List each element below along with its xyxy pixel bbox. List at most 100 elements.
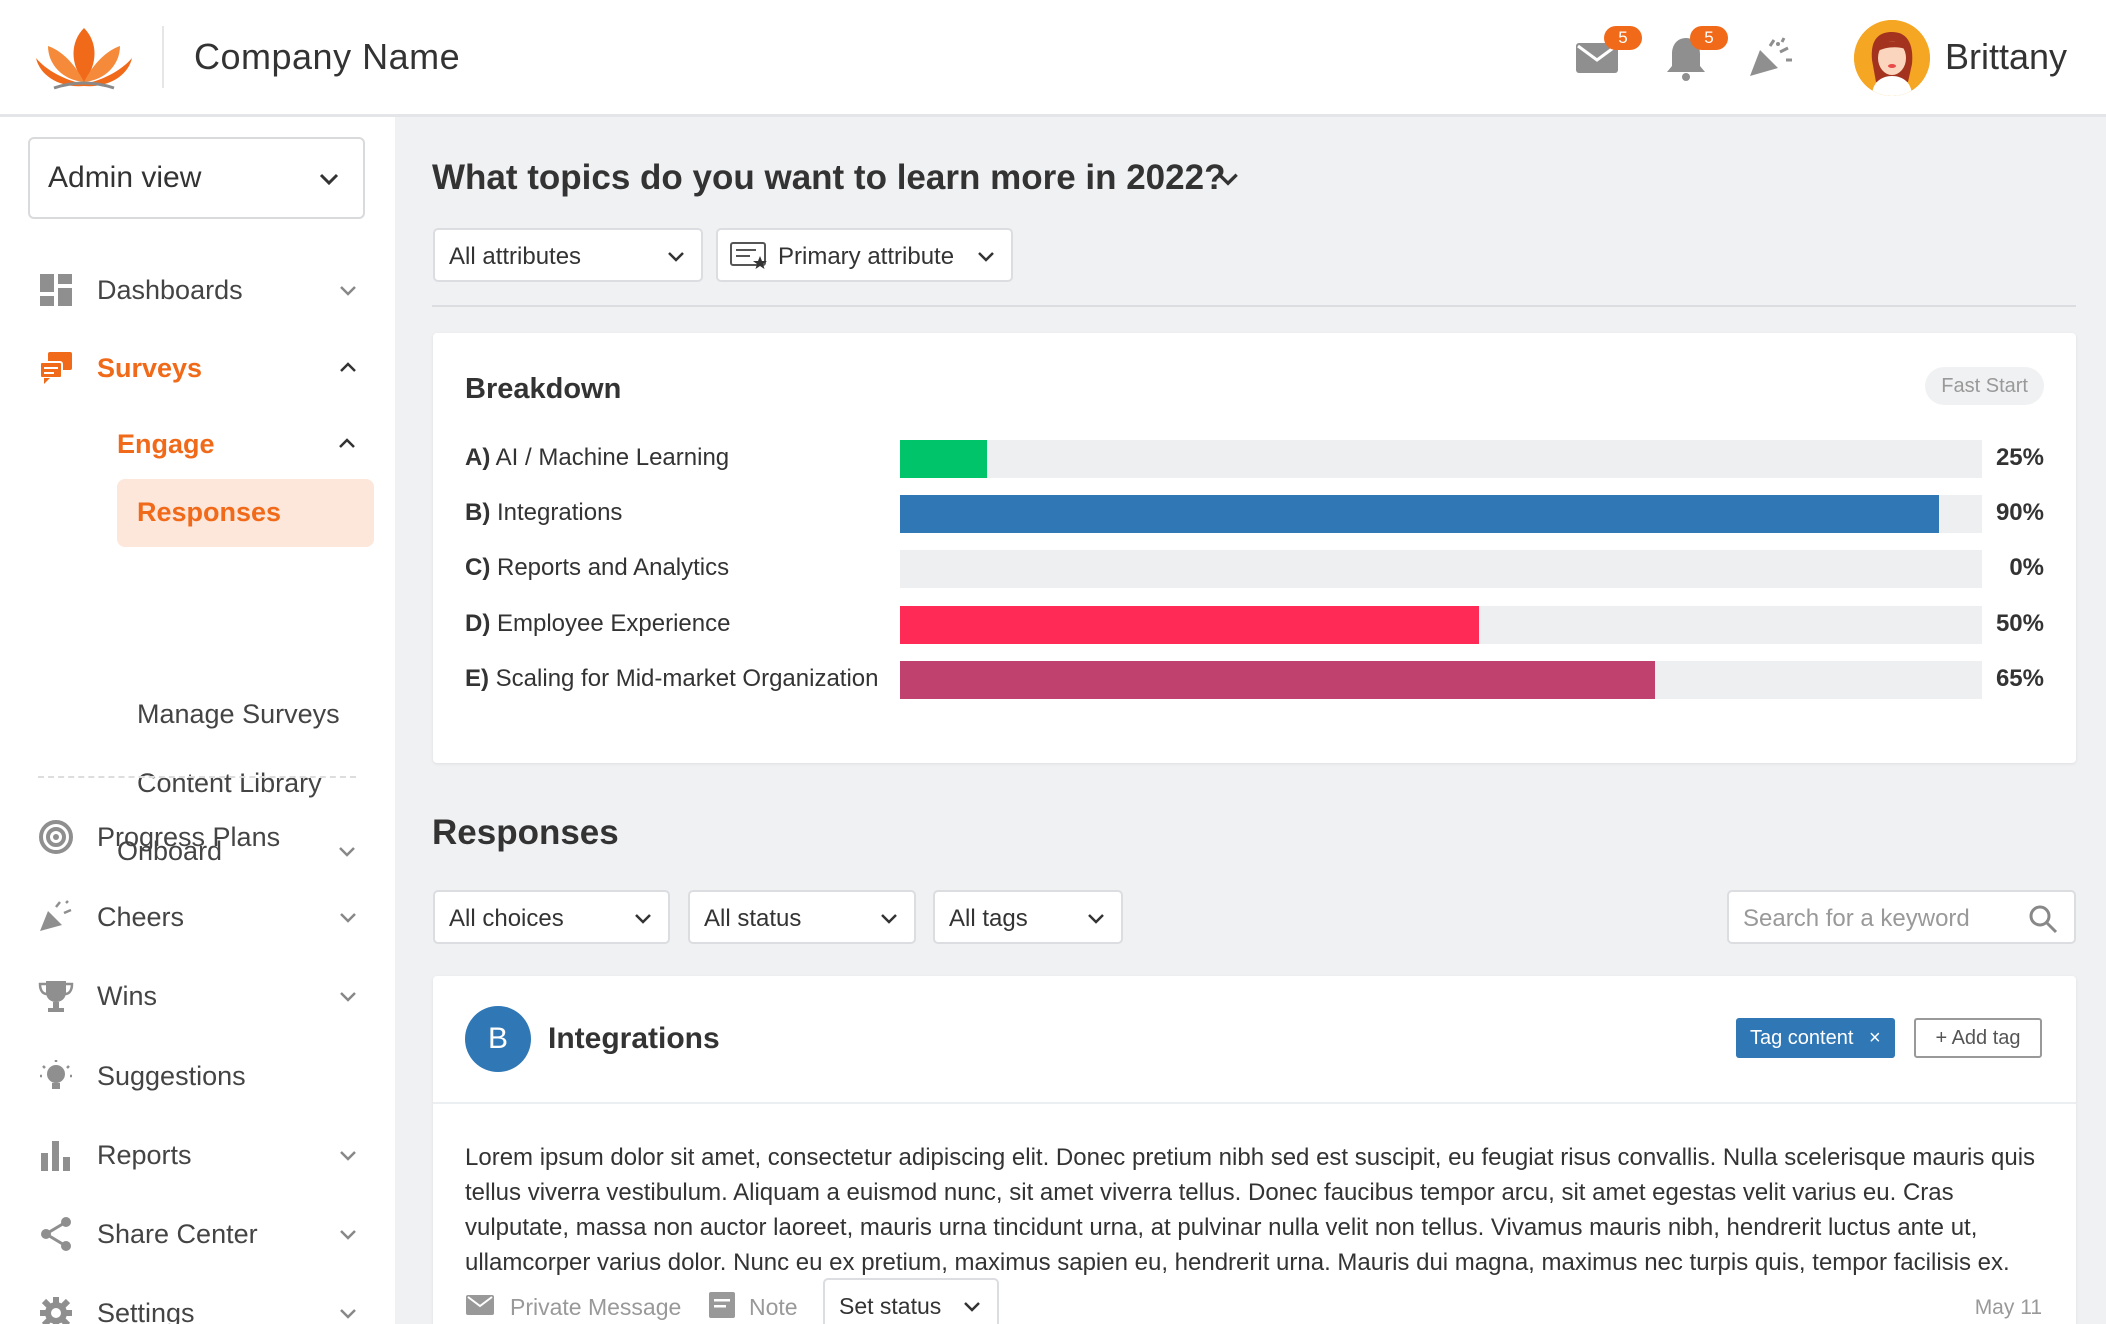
tag-chip-label: Tag content	[1750, 1027, 1854, 1049]
response-divider	[433, 1102, 2076, 1104]
response-card: B Integrations Tag content × + Add tag L…	[433, 976, 2076, 1324]
attributes-dropdown[interactable]: All attributes	[433, 228, 703, 282]
search-icon[interactable]	[2028, 904, 2058, 934]
party-popper-icon[interactable]	[1746, 34, 1794, 82]
dashboard-icon	[40, 274, 72, 306]
chevron-down-icon	[340, 913, 356, 923]
bar-value-label: 50%	[1995, 610, 2044, 637]
survey-icon	[39, 352, 72, 384]
sidebar-item-label: Cheers	[97, 902, 185, 932]
gear-icon	[40, 1297, 72, 1324]
sidebar-item-label: Surveys	[97, 353, 203, 383]
avatar[interactable]	[1854, 20, 1930, 96]
bar-label: D) Employee Experience	[465, 610, 731, 637]
bar	[900, 606, 1479, 644]
primary-attribute-dropdown[interactable]: Primary attribute	[716, 228, 1013, 282]
close-icon[interactable]: ×	[1868, 1027, 1881, 1049]
lightbulb-icon	[40, 1060, 72, 1089]
tags-dropdown[interactable]: All tags	[933, 890, 1123, 944]
chevron-down-icon	[668, 252, 684, 262]
sidebar-item-label: Reports	[97, 1140, 192, 1170]
sidebar-item-wins[interactable]: Wins	[0, 966, 395, 1026]
sidebar-item-label: Wins	[97, 981, 157, 1011]
bar-label: C) Reports and Analytics	[465, 554, 730, 581]
sidebar-item-surveys[interactable]: Surveys	[0, 338, 395, 398]
filter-divider	[432, 305, 2076, 307]
sidebar-subitem-responses[interactable]: Responses	[117, 479, 374, 547]
sidebar-subitem-onboard[interactable]: Onboard	[97, 821, 397, 881]
private-message-button[interactable]: Private Message	[510, 1294, 682, 1320]
dropdown-value: All status	[704, 905, 802, 932]
response-text: Lorem ipsum dolor sit amet, consectetur …	[465, 1144, 2036, 1276]
sidebar-item-share-center[interactable]: Share Center	[0, 1204, 395, 1264]
sidebar-subitem-manage-surveys[interactable]: Manage Surveys	[117, 684, 417, 744]
chevron-down-icon	[978, 252, 994, 262]
add-tag-button[interactable]: + Add tag	[1914, 1018, 2042, 1058]
sidebar-subitem-label: Onboard	[117, 836, 223, 866]
bar-track	[900, 550, 1982, 588]
chevron-down-icon	[319, 173, 339, 186]
target-icon	[39, 820, 73, 854]
bell-badge: 5	[1690, 26, 1728, 50]
user-avatar-icon	[1854, 20, 1930, 96]
status-dropdown[interactable]: All status	[688, 890, 916, 944]
sidebar-item-label: Dashboards	[97, 275, 243, 305]
bar-chart-icon	[41, 1141, 70, 1171]
bar-label: B) Integrations	[465, 499, 623, 526]
lotus-logo-icon[interactable]	[34, 24, 134, 90]
megaphone-icon	[40, 900, 72, 931]
chevron-down-icon	[340, 1230, 356, 1240]
bar-value-label: 25%	[1995, 444, 2044, 471]
set-status-dropdown[interactable]: Set status	[823, 1278, 999, 1324]
bar-label: E) Scaling for Mid-market Organization	[465, 665, 879, 692]
chevron-down-icon	[340, 1151, 356, 1161]
breakdown-card: Breakdown Fast Start A) AI / Machine Lea…	[433, 333, 2076, 763]
bar-value-label: 90%	[1995, 499, 2044, 526]
sidebar-item-label: Suggestions	[97, 1061, 246, 1091]
username[interactable]: Brittany	[1945, 36, 2068, 77]
chevron-up-icon	[340, 362, 356, 372]
response-avatar: B	[465, 1006, 531, 1072]
bar	[900, 661, 1656, 699]
bar-value-label: 0%	[2009, 554, 2044, 581]
responses-title: Responses	[432, 813, 619, 852]
chevron-down-icon	[340, 992, 356, 1002]
search-placeholder: Search for a keyword	[1743, 905, 1970, 932]
note-button[interactable]: Note	[749, 1294, 798, 1320]
choices-dropdown[interactable]: All choices	[433, 890, 670, 944]
sidebar-separator	[38, 776, 356, 778]
chevron-down-icon	[339, 847, 355, 857]
chevron-down-icon	[964, 1302, 980, 1312]
bar-track	[900, 661, 1982, 699]
sidebar-item-dashboards[interactable]: Dashboards	[0, 260, 395, 320]
view-select-value: Admin view	[48, 161, 202, 194]
sidebar: Admin view Dashboards Surveys Engage Res…	[0, 117, 395, 1324]
sidebar-item-reports[interactable]: Reports	[0, 1125, 395, 1185]
sidebar-item-label: Progress Plans	[97, 822, 281, 852]
sidebar-subitem-content-library[interactable]: Content Library	[117, 753, 417, 813]
bar-track	[900, 440, 1982, 478]
chevron-down-icon	[635, 914, 651, 924]
breakdown-title: Breakdown	[465, 373, 622, 405]
sidebar-item-cheers[interactable]: Cheers	[0, 887, 395, 947]
tag-chip[interactable]: Tag content ×	[1736, 1018, 1895, 1058]
mail-icon[interactable]	[1574, 34, 1622, 82]
share-icon	[41, 1217, 71, 1251]
sidebar-item-progress-plans[interactable]: Progress Plans	[0, 807, 395, 867]
sidebar-item-suggestions[interactable]: Suggestions	[0, 1046, 395, 1106]
note-icon	[709, 1292, 735, 1318]
dropdown-value: All choices	[449, 905, 564, 932]
bar-track	[900, 495, 1982, 533]
dropdown-value: All tags	[949, 905, 1028, 932]
chevron-down-icon	[340, 286, 356, 296]
sidebar-subitem-engage[interactable]: Engage	[97, 414, 397, 474]
view-select[interactable]: Admin view	[28, 137, 365, 219]
search-input[interactable]: Search for a keyword	[1727, 890, 2076, 944]
bar	[900, 495, 1939, 533]
bar	[900, 440, 987, 478]
fast-start-badge[interactable]: Fast Start	[1925, 367, 2044, 405]
chevron-down-icon[interactable]	[1215, 166, 1241, 192]
bar-value-label: 65%	[1995, 665, 2044, 692]
sidebar-item-settings[interactable]: Settings	[0, 1283, 395, 1324]
sidebar-item-label: Share Center	[97, 1219, 258, 1249]
